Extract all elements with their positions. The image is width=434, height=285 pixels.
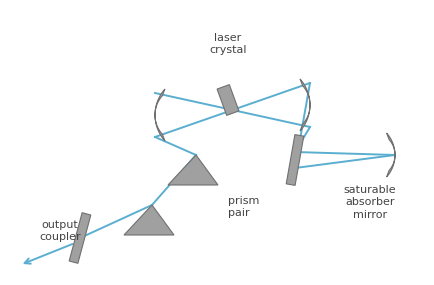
Polygon shape [69,213,91,263]
Polygon shape [168,155,217,185]
Text: prism
pair: prism pair [227,196,259,218]
Polygon shape [124,205,174,235]
Text: laser
crystal: laser crystal [209,32,246,55]
Polygon shape [299,79,309,131]
Polygon shape [286,135,303,186]
Polygon shape [217,85,238,115]
Polygon shape [155,89,164,141]
Text: saturable
absorber
mirror: saturable absorber mirror [343,185,395,220]
Text: output
coupler: output coupler [39,220,81,243]
Polygon shape [386,133,394,177]
